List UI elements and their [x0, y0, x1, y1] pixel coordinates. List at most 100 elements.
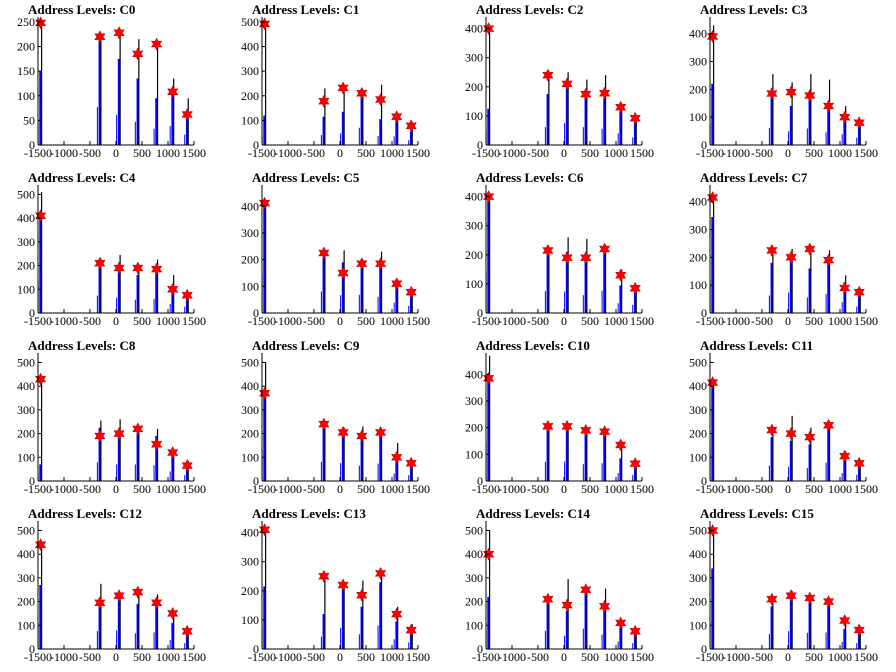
x-tick-label: -500 — [303, 482, 325, 496]
chart-title: Address Levels: C9 — [252, 338, 360, 353]
y-tick-label: 200 — [465, 421, 483, 435]
x-tick-label: 1500 — [854, 650, 878, 664]
y-tick-label: 400 — [465, 367, 483, 381]
peak-marker-star — [822, 418, 835, 432]
peak-marker-star — [766, 592, 778, 606]
peak-marker-star — [34, 538, 47, 552]
peak-marker-star — [132, 422, 144, 436]
x-tick-label: -500 — [303, 314, 325, 328]
chart-title: Address Levels: C7 — [700, 170, 808, 185]
peak-marker-star — [561, 77, 573, 91]
peak-marker-star — [706, 376, 719, 390]
x-tick-label: -500 — [527, 650, 549, 664]
histogram-chart: Address Levels: C15 0 100 200 300 400 500 -1500… — [689, 506, 878, 664]
histogram-panel: Address Levels: C4 0 100 200 300 400 500 -1500-… — [0, 168, 224, 336]
y-tick-label: 0 — [29, 138, 35, 152]
peak-marker-star — [374, 92, 387, 107]
x-tick-label: 1000 — [604, 146, 628, 160]
peak-marker-star — [405, 119, 417, 133]
x-tick-label: -1500 — [24, 482, 52, 496]
y-tick-label: 400 — [17, 379, 35, 393]
peak-marker-star — [34, 16, 47, 30]
histogram-chart: Address Levels: C10100200300400500-1500-… — [241, 2, 430, 160]
histogram-chart: Address Levels: C40100200300400500-1500-… — [17, 170, 206, 328]
peak-marker-star — [356, 257, 368, 271]
histogram-chart: Address Levels: C12 0 100 200 300 400 500 -1500… — [17, 506, 206, 664]
histogram-panel: Address Levels: C13 0 100 200 300 400 -1500 -10… — [224, 504, 448, 672]
peak-marker-star — [94, 256, 106, 270]
y-tick-label: 500 — [689, 355, 707, 369]
peak-marker-star — [94, 596, 106, 610]
histogram-panel: Address Levels: C12 0 100 200 300 400 500 -1500… — [0, 504, 224, 672]
x-tick-label: 1000 — [156, 482, 180, 496]
x-tick-label: 0 — [561, 314, 567, 328]
peak-marker-star — [113, 589, 125, 603]
x-tick-label: -1500 — [472, 314, 500, 328]
x-tick-label: 1000 — [604, 482, 628, 496]
peak-marker-star — [542, 243, 554, 258]
peak-marker-star — [258, 17, 271, 31]
peak-marker-star — [132, 585, 144, 599]
y-tick-label: 500 — [241, 355, 259, 369]
chart-title: Address Levels: C13 — [252, 506, 366, 521]
x-tick-label: -500 — [79, 146, 101, 160]
x-tick-label: -1500 — [24, 650, 52, 664]
peak-marker-star — [804, 591, 816, 605]
peak-marker-star — [374, 425, 387, 439]
x-tick-label: -500 — [79, 650, 101, 664]
x-tick-label: -1000 — [498, 146, 526, 160]
chart-title: Address Levels: C0 — [28, 2, 135, 17]
x-tick-label: 500 — [805, 650, 823, 664]
x-tick-label: -1500 — [248, 314, 276, 328]
peak-marker-star — [615, 268, 627, 282]
peak-marker-star — [337, 81, 349, 95]
y-tick-label: 300 — [689, 55, 707, 69]
peak-marker-star — [258, 523, 271, 537]
x-tick-label: 0 — [785, 146, 791, 160]
peak-marker-star — [181, 624, 193, 638]
x-tick-label: 1500 — [182, 146, 206, 160]
x-tick-label: -1000 — [722, 314, 750, 328]
x-tick-label: -500 — [527, 482, 549, 496]
y-tick-label: 400 — [241, 40, 259, 54]
y-tick-label: 0 — [253, 138, 259, 152]
peak-marker-star — [706, 29, 719, 44]
histogram-panel: Address Levels: C3 0 100 200 300 400 -1500 -100… — [672, 0, 896, 168]
x-tick-label: 1500 — [406, 482, 430, 496]
x-tick-label: 1500 — [630, 314, 654, 328]
y-tick-label: 100 — [465, 618, 483, 632]
x-tick-label: -1500 — [472, 146, 500, 160]
peak-marker-star — [785, 250, 797, 264]
y-tick-label: 0 — [477, 642, 483, 656]
histogram-panel: Address Levels: C6 0 100 200 300 400 -1500 -100… — [448, 168, 672, 336]
y-tick-label: 300 — [465, 394, 483, 408]
peak-marker-star — [113, 26, 125, 40]
y-tick-label: 0 — [253, 474, 259, 488]
x-tick-label: 0 — [561, 650, 567, 664]
x-tick-label: -500 — [303, 650, 325, 664]
x-tick-label: 500 — [357, 482, 375, 496]
x-tick-label: 1500 — [854, 314, 878, 328]
y-tick-label: 400 — [241, 199, 259, 213]
y-tick-label: 400 — [465, 547, 483, 561]
y-tick-label: 200 — [241, 584, 259, 598]
x-tick-label: 0 — [113, 146, 119, 160]
y-tick-label: 500 — [465, 523, 483, 537]
x-tick-label: -500 — [751, 482, 773, 496]
x-tick-label: 1000 — [380, 650, 404, 664]
histogram-panel: Address Levels: C0 0 50 100 150 200 250 -1500 -1… — [0, 0, 224, 168]
histogram-panel: Address Levels: C8 0 100 200 300 400 500 -1500-… — [0, 336, 224, 504]
peak-marker-star — [34, 209, 47, 223]
x-tick-label: 500 — [581, 314, 599, 328]
chart-title: Address Levels: C15 — [700, 506, 814, 521]
peak-marker-star — [598, 242, 611, 256]
histogram-chart: Address Levels: C80100200300400500-1500-… — [17, 338, 206, 496]
x-tick-label: -1000 — [274, 314, 302, 328]
peak-marker-star — [391, 110, 403, 124]
x-tick-label: 1000 — [156, 146, 180, 160]
peak-marker-star — [839, 449, 851, 463]
x-tick-label: 0 — [561, 146, 567, 160]
peak-marker-star — [853, 116, 865, 130]
y-tick-label: 300 — [241, 64, 259, 78]
x-tick-label: 0 — [113, 650, 119, 664]
